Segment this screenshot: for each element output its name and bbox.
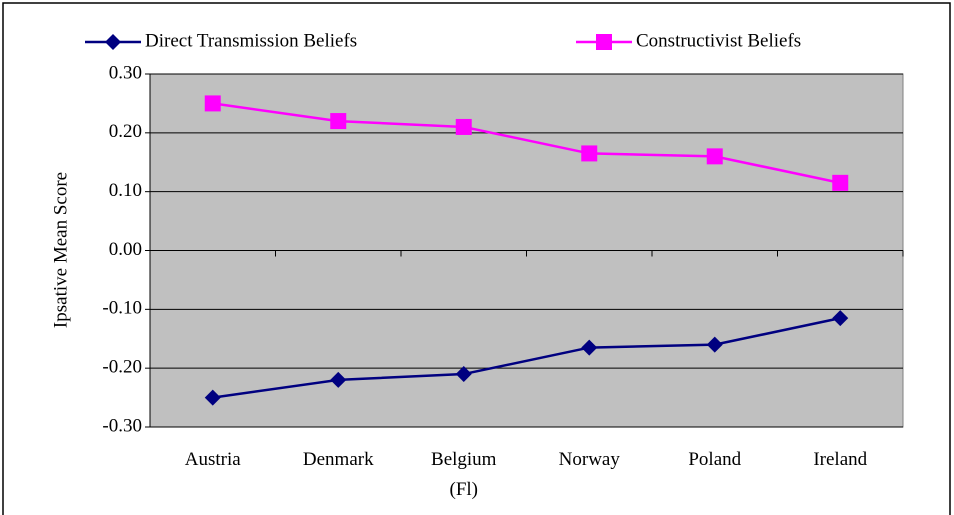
marker [832,310,849,327]
marker [706,336,723,353]
marker [204,389,221,406]
y-tick-label: 0.30 [109,62,142,83]
series-line [212,102,841,185]
legend-label: Constructivist Beliefs [636,30,801,51]
x-tick-label: Austria [184,449,241,470]
marker [832,174,849,191]
marker [204,95,221,112]
marker [581,145,598,162]
marker [455,366,472,383]
legend-marker [596,34,612,50]
y-tick-label: 0.00 [109,239,142,260]
x-tick-label: Norway [558,449,620,470]
marker [330,371,347,388]
marker [455,118,472,135]
x-tick-label: Denmark [302,449,374,470]
y-tick-label: -0.10 [102,298,142,319]
marker [330,113,347,130]
y-tick-label: 0.10 [109,180,142,201]
legend-label: Direct Transmission Beliefs [145,30,357,51]
y-tick-label: -0.30 [102,415,142,436]
x-tick-label: Poland [688,449,742,470]
x-tick-label: Belgium (Fl) [431,449,497,500]
series-line [212,316,841,399]
x-tick-label: Ireland [813,449,868,470]
y-tick-label: -0.20 [102,357,142,378]
y-axis-title: Ipsative Mean Score [50,172,71,328]
legend-marker [105,34,121,50]
marker [581,339,598,356]
y-tick-label: 0.20 [109,121,142,142]
marker [706,148,723,165]
